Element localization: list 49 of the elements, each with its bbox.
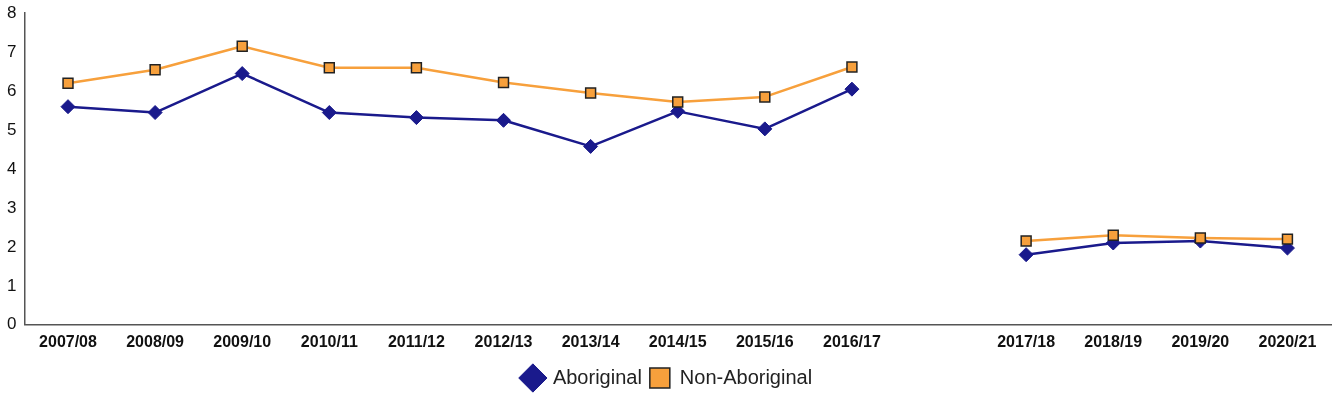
point [1107,229,1119,241]
y-tick-label: 1 [6,275,17,295]
x-tick-label: 2010/11 [300,332,358,350]
legend-label: Aboriginal [552,365,642,388]
x-tick-label: 2012/13 [474,332,533,350]
y-tick-label: 4 [6,158,17,178]
y-tick-label: 6 [6,80,17,100]
y-tick-label: 5 [6,119,17,139]
point [1281,233,1294,245]
y-tick-label: 2 [6,236,17,256]
point [672,96,684,108]
point [1018,247,1034,263]
x-tick-label: 2017/18 [997,332,1056,350]
x-tick-label: 2016/17 [823,332,881,350]
point [496,112,512,128]
point [1194,232,1207,244]
point [408,110,424,126]
y-tick-label: 3 [6,197,17,217]
point [149,63,161,76]
point [759,91,771,103]
point [497,76,510,89]
point [584,87,597,99]
y-tick-label: 8 [6,2,17,22]
point [844,81,860,97]
point [60,99,76,115]
x-tick-label: 2018/19 [1084,332,1143,350]
y-tick-label: 7 [6,41,17,61]
x-tick-label: 2007/08 [39,332,98,350]
legend-label: Non-Aboriginal [679,365,813,388]
point [236,40,248,53]
x-tick-label: 2009/10 [213,332,272,350]
y-tick-label: 0 [6,314,17,334]
x-tick-label: 2019/20 [1171,332,1230,350]
x-tick-label: 2013/14 [561,332,620,350]
point [1020,235,1032,247]
point [846,61,858,73]
x-tick-label: 2014/15 [648,332,707,350]
x-tick-label: 2011/12 [387,332,445,350]
x-tick-label: 2008/09 [126,332,185,350]
x-tick-label: 2015/16 [735,332,794,350]
point [234,66,250,82]
point [323,62,336,74]
point [757,121,773,137]
point [410,62,423,74]
x-tick-label: 2020/21 [1258,332,1317,350]
point [583,138,599,154]
point [147,105,163,121]
point [321,105,337,121]
point [62,77,74,90]
